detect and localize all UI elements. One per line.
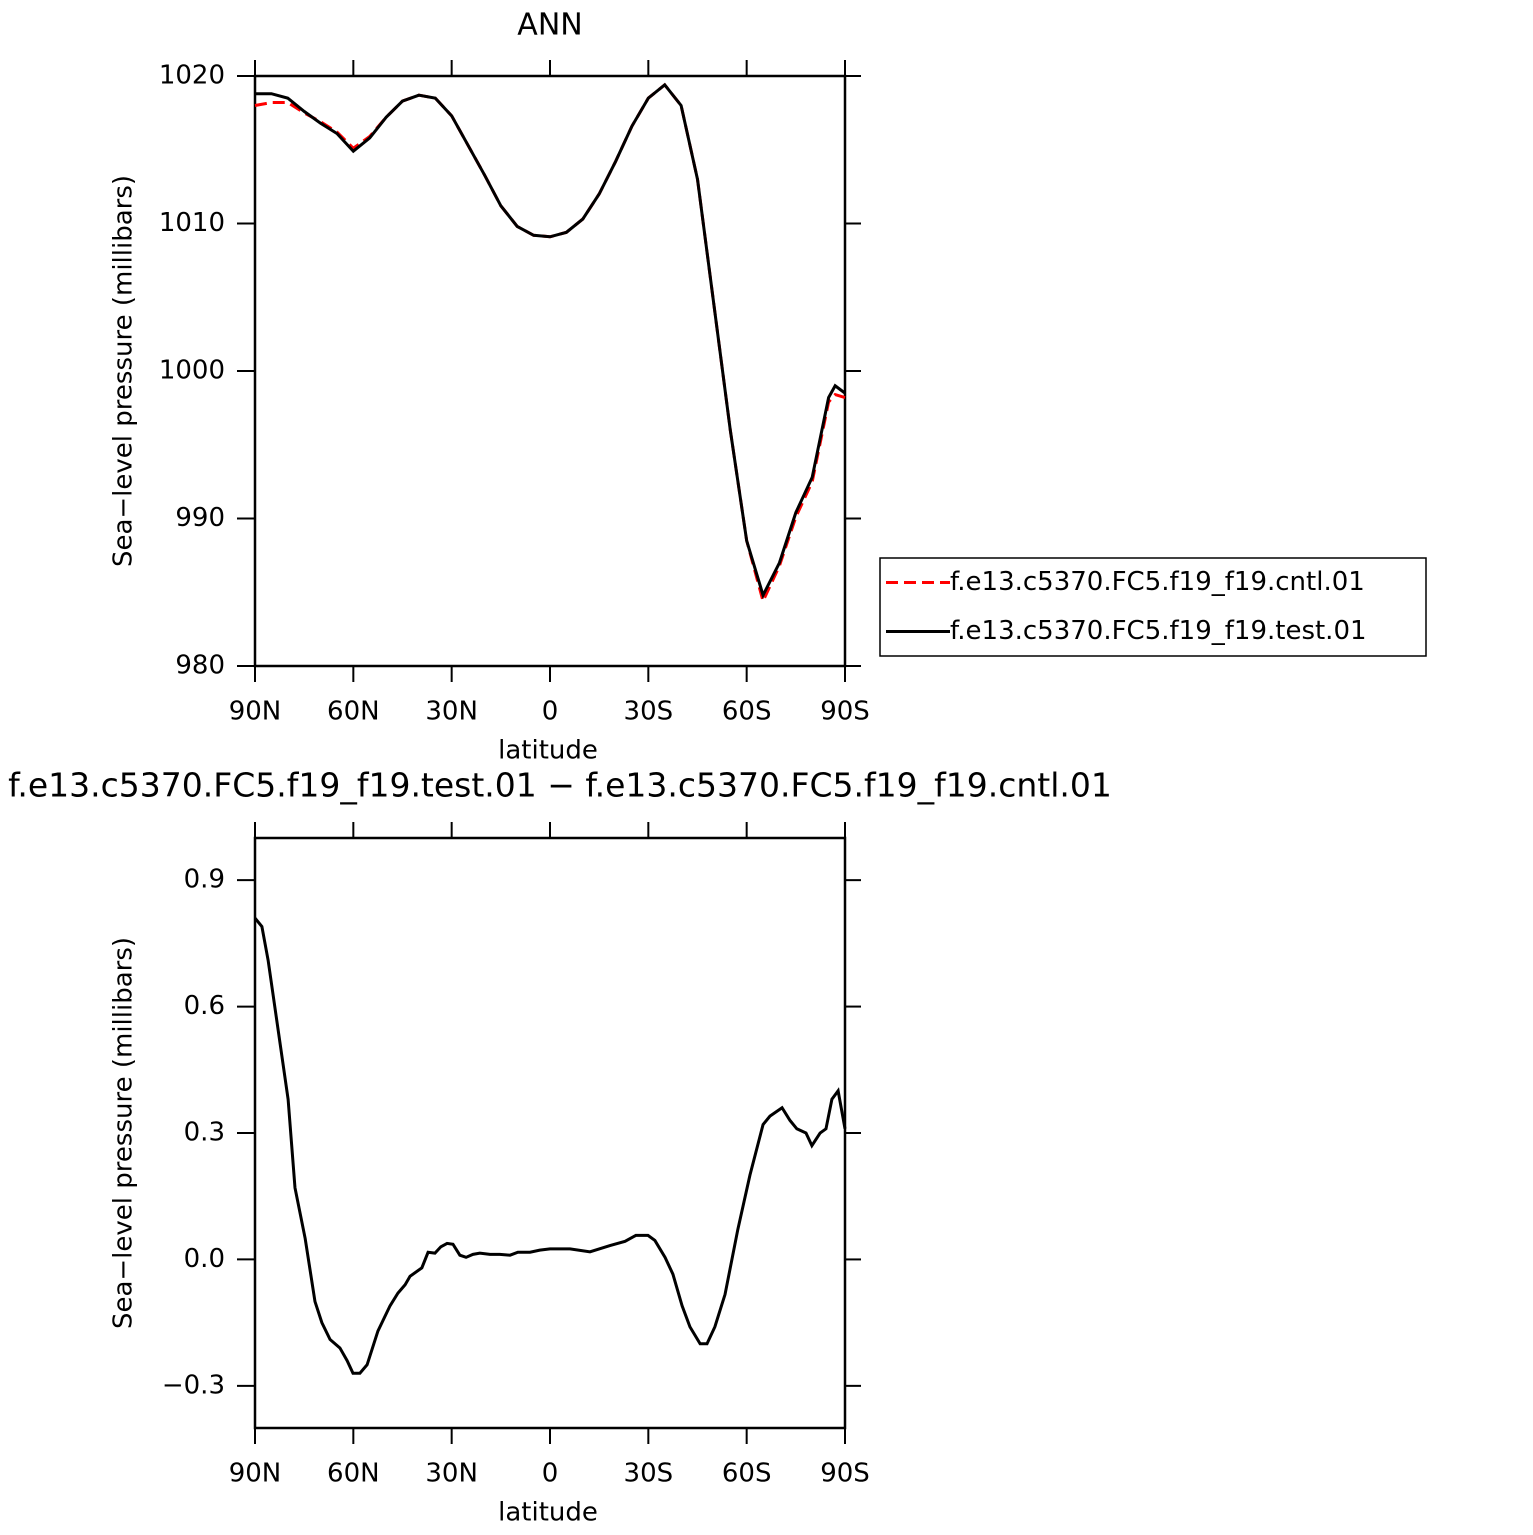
y-axis-label: Sea−level pressure (millibars) (109, 175, 139, 567)
legend-label: f.e13.c5370.FC5.f19_f19.test.01 (950, 616, 1367, 646)
plot-frame (253, 836, 847, 1430)
y-tick-label: 0.9 (184, 865, 225, 895)
x-tick-label: 30N (425, 1459, 478, 1489)
x-tick-label: 30N (425, 697, 478, 727)
x-tick-label: 90S (820, 697, 870, 727)
y-tick-label: 980 (175, 651, 225, 681)
chart-title: f.e13.c5370.FC5.f19_f19.test.01 − f.e13.… (8, 766, 1112, 805)
y-tick-label: 1020 (159, 61, 225, 91)
x-tick-label: 30S (624, 1459, 674, 1489)
y-tick-label: −0.3 (162, 1370, 225, 1400)
data-line (255, 82, 846, 600)
x-tick-label: 60S (722, 697, 772, 727)
x-tick-label: 0 (542, 697, 559, 727)
x-tick-label: 0 (542, 1459, 559, 1489)
x-tick-label: 60S (722, 1459, 772, 1489)
x-tick-label: 60N (327, 1459, 380, 1489)
chart-title: ANN (517, 8, 582, 43)
x-axis-label: latitude (498, 1498, 598, 1528)
x-tick-label: 30S (624, 697, 674, 727)
legend-label: f.e13.c5370.FC5.f19_f19.cntl.01 (950, 567, 1365, 597)
y-tick-label: 1010 (159, 208, 225, 238)
data-line (254, 82, 846, 606)
x-tick-label: 90S (820, 1459, 870, 1489)
x-axis-label: latitude (498, 736, 598, 766)
y-tick-label: 0.0 (184, 1244, 225, 1274)
y-tick-label: 990 (175, 503, 225, 533)
x-tick-label: 60N (327, 697, 380, 727)
y-tick-label: 0.3 (184, 1118, 225, 1148)
y-axis-label: Sea−level pressure (millibars) (109, 937, 139, 1329)
y-tick-label: 0.6 (184, 991, 225, 1021)
y-tick-label: 1000 (159, 356, 225, 386)
data-line (253, 917, 847, 1375)
legend-box (879, 557, 1427, 657)
x-tick-label: 90N (229, 1459, 282, 1489)
x-tick-label: 90N (229, 697, 282, 727)
